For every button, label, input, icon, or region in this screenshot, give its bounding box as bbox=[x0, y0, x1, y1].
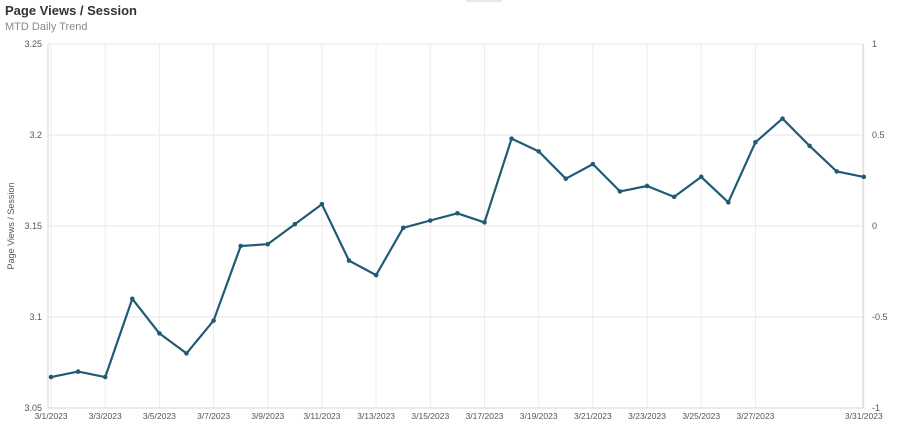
data-point bbox=[509, 136, 514, 141]
x-tick-label: 3/11/2023 bbox=[303, 411, 340, 421]
y-tick-label: 3.1 bbox=[29, 312, 42, 322]
data-point bbox=[807, 143, 812, 149]
grid-layer bbox=[47, 43, 865, 409]
series-line bbox=[50, 117, 865, 379]
x-tick-label: 3/17/2023 bbox=[466, 411, 504, 421]
x-tick-label: 3/27/2023 bbox=[737, 411, 775, 421]
data-point bbox=[861, 174, 867, 180]
y-tick-label: 3.05 bbox=[24, 403, 42, 413]
x-tick-label: 3/25/2023 bbox=[682, 411, 720, 421]
data-point bbox=[617, 189, 623, 194]
y-axis-label: Page Views / Session bbox=[6, 183, 16, 270]
x-tick-label: 3/1/2023 bbox=[34, 411, 67, 421]
data-point bbox=[129, 296, 135, 302]
x-tick-label: 3/19/2023 bbox=[520, 411, 558, 421]
x-tick-label: 3/15/2023 bbox=[411, 411, 449, 421]
drag-handle[interactable] bbox=[466, 0, 502, 2]
x-tick-label: 3/23/2023 bbox=[628, 411, 666, 421]
data-point bbox=[211, 318, 216, 323]
axis-layer: Page Views / Session 3.05 -1 3.1 -0.5 3.15 0 3… bbox=[6, 39, 888, 421]
y-tick-label: 3.2 bbox=[29, 130, 42, 140]
data-point bbox=[319, 201, 325, 207]
x-tick-label: 3/9/2023 bbox=[251, 411, 284, 421]
data-point bbox=[726, 200, 731, 205]
data-point bbox=[346, 258, 352, 263]
data-point bbox=[157, 331, 162, 336]
y2-tick-label: -0.5 bbox=[872, 312, 888, 322]
data-point bbox=[102, 374, 108, 380]
data-point bbox=[48, 374, 54, 380]
x-tick-label: 3/7/2023 bbox=[197, 411, 230, 421]
x-tick-label: 3/21/2023 bbox=[574, 411, 612, 421]
data-point bbox=[780, 116, 785, 121]
data-point bbox=[482, 220, 487, 225]
y2-tick-label: 1 bbox=[872, 39, 877, 49]
data-point bbox=[238, 243, 243, 249]
data-point bbox=[75, 369, 81, 374]
data-point bbox=[698, 174, 704, 180]
data-point bbox=[536, 149, 541, 154]
data-point bbox=[590, 161, 596, 167]
y-tick-label: 3.15 bbox=[24, 221, 42, 231]
y2-tick-label: 0 bbox=[872, 221, 877, 231]
data-point bbox=[455, 210, 460, 216]
data-point bbox=[184, 351, 189, 356]
x-tick-label: 3/13/2023 bbox=[357, 411, 395, 421]
y2-tick-label: 0.5 bbox=[872, 130, 885, 140]
data-point bbox=[428, 218, 433, 223]
data-point bbox=[265, 241, 271, 247]
data-point bbox=[753, 139, 758, 145]
x-tick-label: 3/3/2023 bbox=[89, 411, 122, 421]
series-layer bbox=[48, 116, 867, 380]
y2-tick-label: -1 bbox=[872, 403, 880, 413]
data-point bbox=[834, 169, 840, 174]
chart-title: Page Views / Session bbox=[5, 3, 137, 18]
data-point bbox=[644, 183, 650, 189]
data-point bbox=[671, 194, 677, 200]
chart-subtitle: MTD Daily Trend bbox=[5, 21, 88, 33]
y-tick-label: 3.25 bbox=[24, 39, 42, 49]
data-point bbox=[563, 176, 569, 181]
x-tick-label: 3/31/2023 bbox=[845, 411, 883, 421]
data-point bbox=[373, 272, 379, 278]
data-point bbox=[292, 221, 298, 227]
data-point bbox=[400, 225, 406, 231]
x-tick-label: 3/5/2023 bbox=[143, 411, 176, 421]
